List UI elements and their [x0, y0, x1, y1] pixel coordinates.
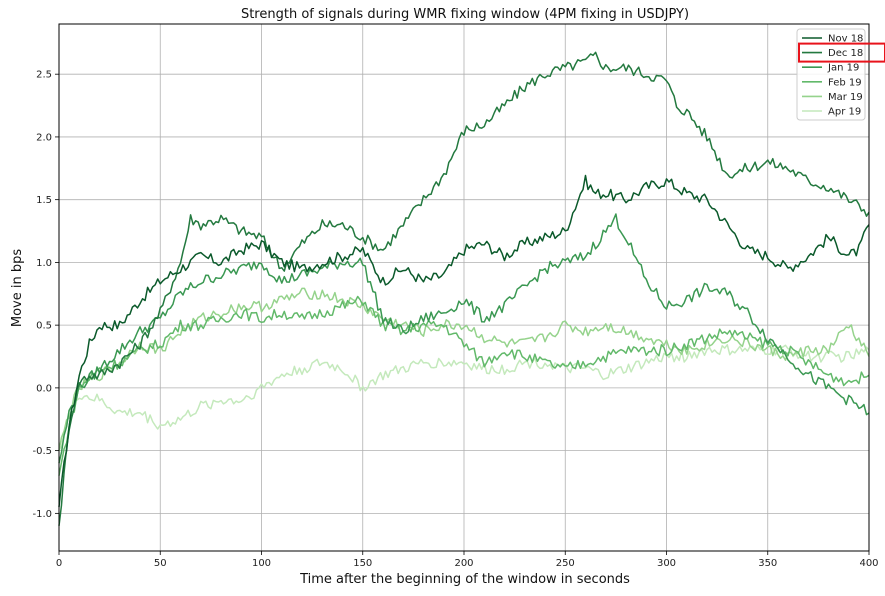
- y-tick-label: -0.5: [32, 446, 52, 457]
- legend-label: Feb 19: [828, 77, 862, 88]
- y-tick-label: 2.5: [36, 70, 52, 81]
- y-tick-label: 2.0: [36, 132, 52, 143]
- x-tick-label: 300: [657, 558, 676, 569]
- series-line: [58, 174, 870, 508]
- y-axis-title: Move in bps: [10, 249, 25, 327]
- x-tick-label: 250: [556, 558, 575, 569]
- y-tick-label: 1.5: [36, 195, 52, 206]
- axis-ticks: 0 50 100 150 200 250 300 350 400 -1.0 -0.5 0.0 0.5 1.…: [32, 70, 878, 569]
- series-line: [58, 51, 870, 526]
- series-line: [58, 213, 870, 464]
- grid-lines: [58, 24, 870, 551]
- x-tick-label: 100: [252, 558, 271, 569]
- x-tick-label: 150: [353, 558, 372, 569]
- x-axis-title: Time after the beginning of the window i…: [299, 572, 630, 587]
- x-tick-label: 50: [154, 558, 167, 569]
- y-tick-label: -1.0: [32, 509, 52, 520]
- legend: Nov 18 Dec 18 Jan 19 Feb 19 Mar 19 Apr 19: [796, 28, 885, 121]
- series-lines: [58, 51, 870, 526]
- legend-label: Apr 19: [828, 107, 861, 118]
- series-line: [58, 295, 870, 476]
- x-tick-label: 200: [454, 558, 473, 569]
- y-tick-label: 0.0: [36, 383, 52, 394]
- highlight-box: [798, 42, 885, 63]
- x-tick-label: 0: [56, 558, 62, 569]
- y-tick-label: 0.5: [36, 321, 52, 332]
- series-line: [58, 287, 870, 451]
- legend-label: Mar 19: [828, 92, 863, 103]
- x-tick-label: 400: [859, 558, 878, 569]
- legend-label: Jan 19: [827, 63, 859, 74]
- legend-label: Nov 18: [828, 34, 863, 45]
- x-tick-label: 350: [758, 558, 777, 569]
- legend-box: [796, 28, 866, 121]
- y-tick-label: 1.0: [36, 258, 52, 269]
- chart-title: Strength of signals during WMR fixing wi…: [241, 7, 689, 22]
- series-line: [58, 344, 870, 451]
- legend-label: Dec 18: [828, 48, 863, 59]
